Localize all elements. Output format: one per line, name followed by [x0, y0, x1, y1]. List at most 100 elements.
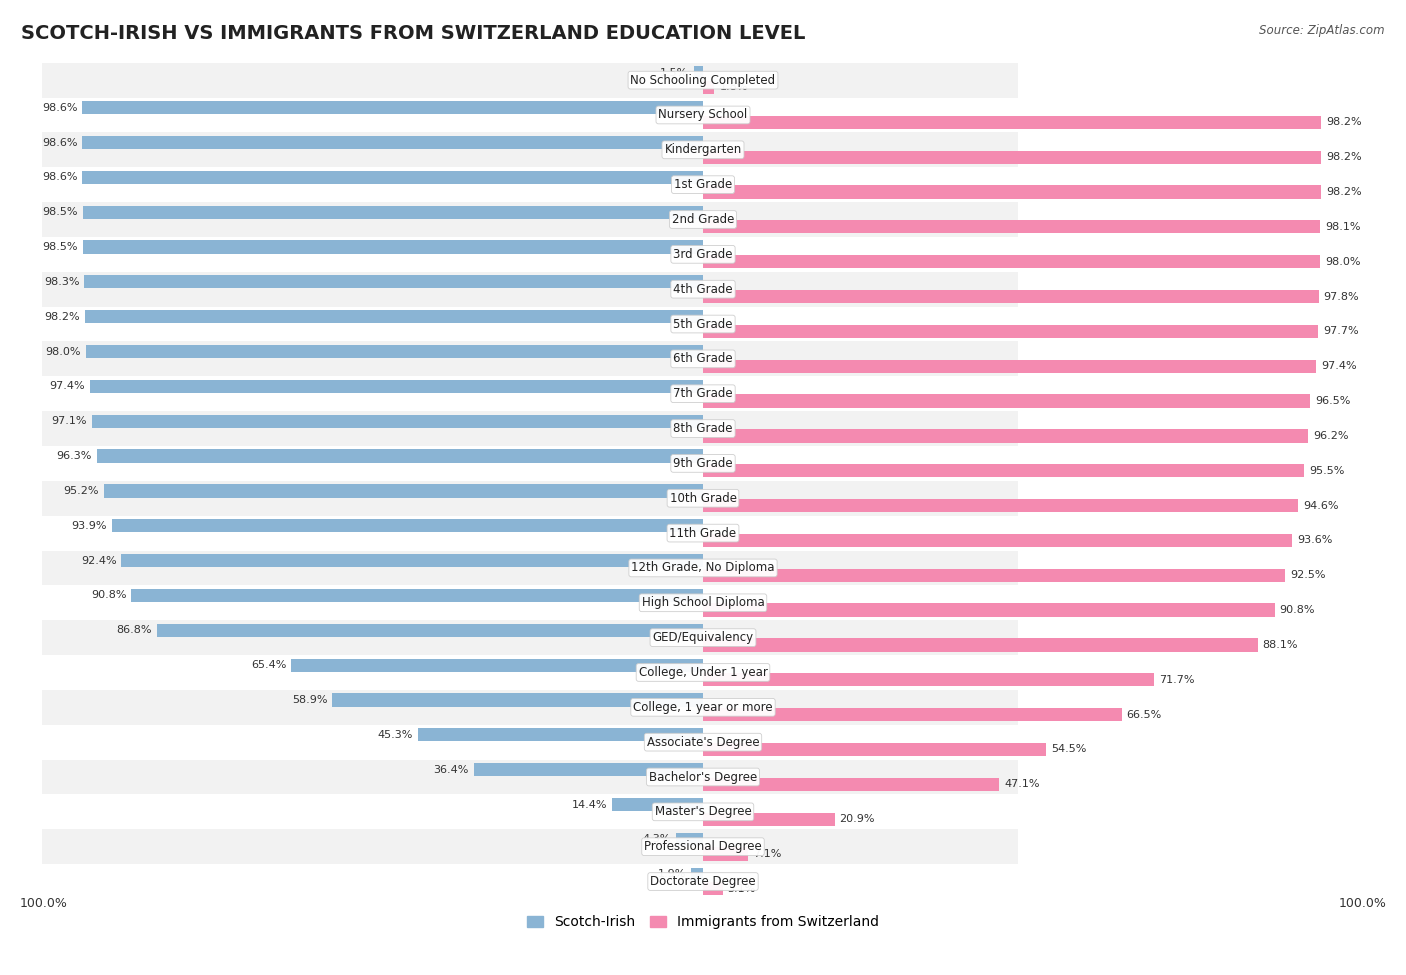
Bar [0, 724, 1018, 760]
Text: 7.1%: 7.1% [752, 849, 782, 859]
Bar [0, 516, 1018, 551]
Text: 98.6%: 98.6% [42, 137, 77, 147]
Text: 92.4%: 92.4% [80, 556, 117, 566]
Bar [0, 620, 1018, 655]
Text: Master's Degree: Master's Degree [655, 805, 751, 818]
Text: 98.2%: 98.2% [1326, 117, 1362, 128]
Bar [121, 554, 703, 567]
Text: 90.8%: 90.8% [91, 591, 127, 601]
Text: Nursery School: Nursery School [658, 108, 748, 122]
Text: 54.5%: 54.5% [1052, 745, 1087, 755]
Text: 1.8%: 1.8% [720, 83, 748, 93]
Bar [291, 658, 703, 672]
Text: SCOTCH-IRISH VS IMMIGRANTS FROM SWITZERLAND EDUCATION LEVEL: SCOTCH-IRISH VS IMMIGRANTS FROM SWITZERL… [21, 24, 806, 43]
Text: Professional Degree: Professional Degree [644, 840, 762, 853]
Bar [703, 499, 1298, 512]
Bar [703, 220, 1320, 233]
Bar [0, 690, 1018, 724]
Bar [703, 150, 1322, 164]
Bar [0, 341, 1018, 376]
Bar [83, 206, 703, 218]
Bar [703, 847, 748, 861]
Text: 65.4%: 65.4% [250, 660, 287, 670]
Text: 97.1%: 97.1% [51, 416, 87, 426]
Text: 100.0%: 100.0% [1339, 897, 1386, 910]
Text: 10th Grade: 10th Grade [669, 491, 737, 505]
Text: 95.2%: 95.2% [63, 486, 98, 496]
Text: High School Diploma: High School Diploma [641, 597, 765, 609]
Text: Kindergarten: Kindergarten [665, 143, 741, 156]
Text: 97.4%: 97.4% [49, 381, 84, 391]
Bar [703, 743, 1046, 756]
Text: 93.6%: 93.6% [1298, 535, 1333, 545]
Bar [0, 133, 1018, 168]
Text: 47.1%: 47.1% [1004, 779, 1040, 790]
Bar [132, 589, 703, 603]
Bar [83, 241, 703, 254]
Text: 3rd Grade: 3rd Grade [673, 248, 733, 261]
Bar [474, 763, 703, 776]
Text: 95.5%: 95.5% [1309, 466, 1344, 476]
Text: 1.9%: 1.9% [658, 870, 686, 879]
Bar [703, 360, 1316, 372]
Text: 12th Grade, No Diploma: 12th Grade, No Diploma [631, 562, 775, 574]
Text: No Schooling Completed: No Schooling Completed [630, 74, 776, 87]
Bar [703, 255, 1320, 268]
Bar [0, 62, 1018, 98]
Bar [703, 429, 1309, 443]
Bar [703, 568, 1285, 582]
Text: 96.2%: 96.2% [1313, 431, 1348, 441]
Text: 97.4%: 97.4% [1322, 361, 1357, 371]
Text: Doctorate Degree: Doctorate Degree [650, 875, 756, 888]
Bar [703, 778, 1000, 791]
Text: 88.1%: 88.1% [1263, 640, 1298, 650]
Bar [0, 202, 1018, 237]
Bar [703, 116, 1322, 129]
Bar [690, 868, 703, 880]
Bar [703, 325, 1317, 338]
Text: 98.5%: 98.5% [42, 208, 77, 217]
Text: 8th Grade: 8th Grade [673, 422, 733, 435]
Bar [90, 380, 703, 393]
Text: 71.7%: 71.7% [1160, 675, 1195, 684]
Bar [676, 833, 703, 846]
Bar [91, 414, 703, 428]
Text: 98.2%: 98.2% [44, 312, 80, 322]
Bar [703, 673, 1154, 686]
Text: 100.0%: 100.0% [20, 897, 67, 910]
Text: 98.6%: 98.6% [42, 173, 77, 182]
Bar [703, 395, 1310, 408]
Bar [83, 136, 703, 149]
Text: College, 1 year or more: College, 1 year or more [633, 701, 773, 714]
Bar [703, 533, 1292, 547]
Text: 98.0%: 98.0% [45, 346, 82, 357]
Bar [0, 98, 1018, 133]
Bar [0, 760, 1018, 795]
Bar [703, 185, 1322, 199]
Bar [0, 795, 1018, 830]
Text: 4th Grade: 4th Grade [673, 283, 733, 295]
Text: 45.3%: 45.3% [377, 730, 413, 740]
Bar [0, 237, 1018, 272]
Legend: Scotch-Irish, Immigrants from Switzerland: Scotch-Irish, Immigrants from Switzerlan… [522, 910, 884, 935]
Text: 36.4%: 36.4% [433, 764, 468, 775]
Bar [0, 446, 1018, 481]
Bar [703, 812, 835, 826]
Bar [703, 464, 1305, 478]
Text: 1.5%: 1.5% [661, 68, 689, 78]
Bar [0, 830, 1018, 864]
Text: 7th Grade: 7th Grade [673, 387, 733, 400]
Bar [0, 376, 1018, 411]
Text: 58.9%: 58.9% [291, 695, 328, 705]
Text: 3.1%: 3.1% [727, 884, 756, 894]
Text: 20.9%: 20.9% [839, 814, 875, 824]
Text: 98.2%: 98.2% [1326, 152, 1362, 162]
Bar [0, 551, 1018, 585]
Bar [703, 708, 1122, 722]
Bar [0, 411, 1018, 446]
Bar [112, 519, 703, 532]
Bar [0, 585, 1018, 620]
Bar [0, 864, 1018, 899]
Text: 94.6%: 94.6% [1303, 500, 1339, 511]
Text: 14.4%: 14.4% [572, 800, 607, 809]
